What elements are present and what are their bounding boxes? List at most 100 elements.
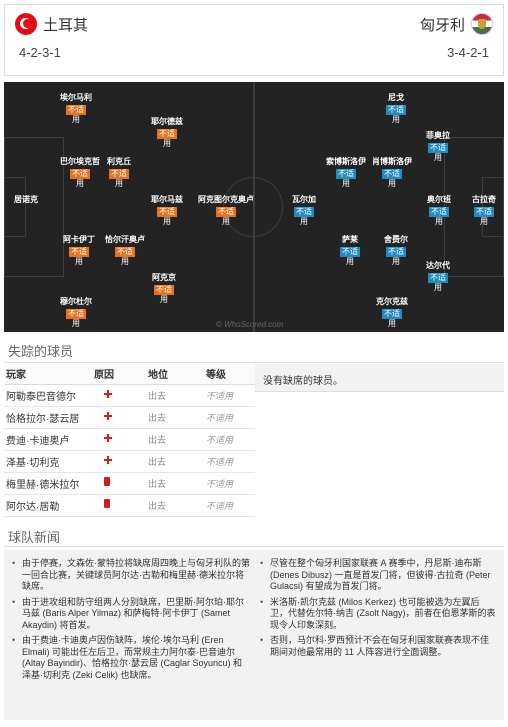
player-marker[interactable]: 古拉奇 不适 用 (472, 194, 496, 227)
reason-cell (92, 428, 146, 451)
player-rating-tag: 不适 (428, 273, 448, 283)
player-status: 用 (222, 217, 230, 226)
player-marker[interactable]: 达尔代 不适 用 (426, 260, 450, 293)
player-name: 瓦尔加 (292, 195, 316, 204)
table-row: 阿尔达·居勒 出去 不适用 (4, 494, 255, 517)
player-marker[interactable]: 奥尔班 不适 用 (427, 194, 451, 227)
position-cell: 出去 (146, 472, 204, 495)
away-team[interactable]: 匈牙利 (420, 13, 493, 35)
table-row: 泽基·切利克 出去 不适用 (4, 450, 255, 473)
match-header: 土耳其 4-2-3-1 匈牙利 3-4-2-1 (4, 4, 504, 76)
player-rating-tag: 不适 (474, 207, 494, 217)
player-rating-tag: 不适 (70, 169, 90, 179)
player-marker[interactable]: 利克丘 不适 用 (107, 156, 131, 189)
table-row: 恰格拉尔·瑟云居 出去 不适用 (4, 406, 255, 429)
player-rating-tag: 不适 (69, 247, 89, 257)
news-item: 由于停赛，文森佐·蒙特拉将缺席周四晚上与匈牙利队的第一回合比赛，关键球员阿尔达·… (12, 558, 250, 593)
player-marker[interactable]: 瓦尔加 不适 用 (292, 194, 316, 227)
status-cell: 不适用 (204, 472, 255, 495)
injury-icon (104, 433, 112, 442)
column-header-position[interactable]: 地位 (146, 364, 204, 385)
reason-cell (92, 384, 146, 407)
player-marker[interactable]: 尼戈 不适 用 (386, 92, 406, 125)
status-cell: 不适用 (204, 406, 255, 429)
player-marker[interactable]: 萨莱 不适 用 (340, 234, 360, 267)
away-formation: 3-4-2-1 (447, 45, 489, 60)
reason-cell (92, 406, 146, 429)
player-marker[interactable]: 索博斯洛伊 不适 用 (326, 156, 366, 189)
player-link[interactable]: 阿尔达·居勒 (4, 494, 92, 517)
player-rating-tag: 不适 (386, 247, 406, 257)
player-marker[interactable]: 肖博斯洛伊 不适 用 (372, 156, 412, 189)
player-rating-tag: 不适 (382, 169, 402, 179)
player-marker[interactable]: 舍费尔 不适 用 (384, 234, 408, 267)
player-link[interactable]: 恰格拉尔·瑟云居 (4, 406, 92, 429)
player-name: 索博斯洛伊 (326, 157, 366, 166)
player-rating-tag: 不适 (294, 207, 314, 217)
player-marker[interactable]: 阿克京 不适 用 (152, 272, 176, 305)
player-marker[interactable]: 居诺克 (14, 194, 38, 205)
column-header-status[interactable]: 等级 (204, 364, 255, 385)
player-rating-tag: 不适 (109, 169, 129, 179)
player-status: 用 (160, 295, 168, 304)
news-item: 米洛斯·凯尔克兹 (Milos Kerkez) 也可能被选为左翼后卫，代替佐尔特… (260, 597, 496, 632)
missing-players-title: 失踪的球员 (8, 344, 74, 359)
whoscored-watermark: © WhoScored.com (216, 320, 284, 329)
player-link[interactable]: 费迪·卡迪奥卢 (4, 428, 92, 451)
position-cell: 出去 (146, 450, 204, 473)
player-link[interactable]: 泽基·切利克 (4, 450, 92, 473)
player-status: 用 (480, 217, 488, 226)
injury-icon (104, 389, 112, 398)
player-status: 用 (392, 257, 400, 266)
column-header-player[interactable]: 玩家 (4, 364, 92, 385)
player-link[interactable]: 梅里赫·德米拉尔 (4, 472, 92, 495)
player-marker[interactable]: 克尔克兹 不适 用 (376, 296, 408, 329)
player-name: 古拉奇 (472, 195, 496, 204)
player-name: 恰尔汗奥卢 (105, 235, 145, 244)
player-name: 阿卡伊丁 (63, 235, 95, 244)
player-marker[interactable]: 阿克图尔克奥卢 不适 用 (198, 194, 254, 227)
player-name: 耶尔德兹 (151, 117, 183, 126)
player-rating-tag: 不适 (157, 129, 177, 139)
red-card-icon (104, 477, 110, 486)
team-news-title: 球队新闻 (8, 530, 61, 545)
missing-players-table: 玩家 原因 地位 等级 阿勒泰巴音德尔 出去 不适用 恰格拉尔·瑟云居 出去 不… (4, 364, 255, 517)
column-header-reason[interactable]: 原因 (92, 364, 146, 385)
player-name: 舍费尔 (384, 235, 408, 244)
player-rating-tag: 不适 (66, 105, 86, 115)
goal-box-left (4, 177, 26, 237)
position-cell: 出去 (146, 384, 204, 407)
reason-cell (92, 450, 146, 473)
player-name: 阿克图尔克奥卢 (198, 195, 254, 204)
injury-icon (104, 455, 112, 464)
hungary-flag-icon (471, 13, 493, 35)
player-status: 用 (72, 115, 80, 124)
position-cell: 出去 (146, 406, 204, 429)
player-marker[interactable]: 耶尔马兹 不适 用 (151, 194, 183, 227)
away-news-list: 尽管在整个匈牙利国家联赛 A 赛季中，丹尼斯·迪布斯 (Denes Dibusz… (260, 558, 496, 662)
player-marker[interactable]: 巴尔埃克哲 不适 用 (60, 156, 100, 189)
position-cell: 出去 (146, 494, 204, 517)
player-status: 用 (75, 257, 83, 266)
player-marker[interactable]: 穆尔杜尔 不适 用 (60, 296, 92, 329)
player-rating-tag: 不适 (157, 207, 177, 217)
home-team[interactable]: 土耳其 (15, 13, 88, 35)
red-card-icon (104, 499, 110, 508)
player-marker[interactable]: 耶尔德兹 不适 用 (151, 116, 183, 149)
table-row: 梅里赫·德米拉尔 出去 不适用 (4, 472, 255, 495)
player-link[interactable]: 阿勒泰巴音德尔 (4, 384, 92, 407)
player-marker[interactable]: 菲奥拉 不适 用 (426, 130, 450, 163)
player-status: 用 (115, 179, 123, 188)
player-status: 用 (300, 217, 308, 226)
player-name: 埃尔马利 (60, 93, 92, 102)
status-cell: 不适用 (204, 384, 255, 407)
player-name: 肖博斯洛伊 (372, 157, 412, 166)
player-marker[interactable]: 恰尔汗奥卢 不适 用 (105, 234, 145, 267)
player-rating-tag: 不适 (216, 207, 236, 217)
status-cell: 不适用 (204, 494, 255, 517)
player-marker[interactable]: 埃尔马利 不适 用 (60, 92, 92, 125)
player-marker[interactable]: 阿卡伊丁 不适 用 (63, 234, 95, 267)
player-rating-tag: 不适 (66, 309, 86, 319)
player-name: 耶尔马兹 (151, 195, 183, 204)
player-status: 用 (435, 217, 443, 226)
